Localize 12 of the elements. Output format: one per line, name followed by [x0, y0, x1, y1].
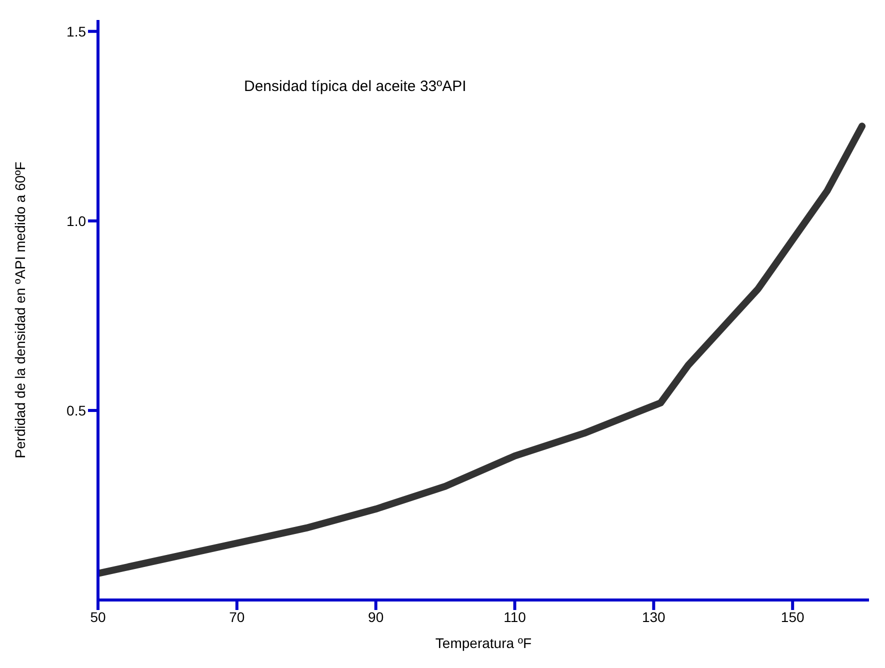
y-axis-title: Perdidad de la densidad en ºAPI medido a 60ºF [12, 162, 28, 458]
y-tick-label: 0.5 [66, 402, 86, 418]
x-tick-label: 50 [90, 608, 106, 625]
x-tick-label: 90 [368, 608, 384, 625]
x-tick-label: 70 [229, 608, 245, 625]
y-tick-label: 1.5 [66, 23, 86, 40]
x-tick-label: 130 [642, 608, 666, 625]
x-tick-label: 150 [780, 608, 804, 625]
x-axis-title: Temperatura ºF [435, 635, 532, 651]
annotation: Densidad típica del aceite 33ºAPI [244, 78, 466, 95]
y-tick-label: 1.0 [66, 212, 86, 229]
x-tick-label: 110 [504, 608, 526, 625]
